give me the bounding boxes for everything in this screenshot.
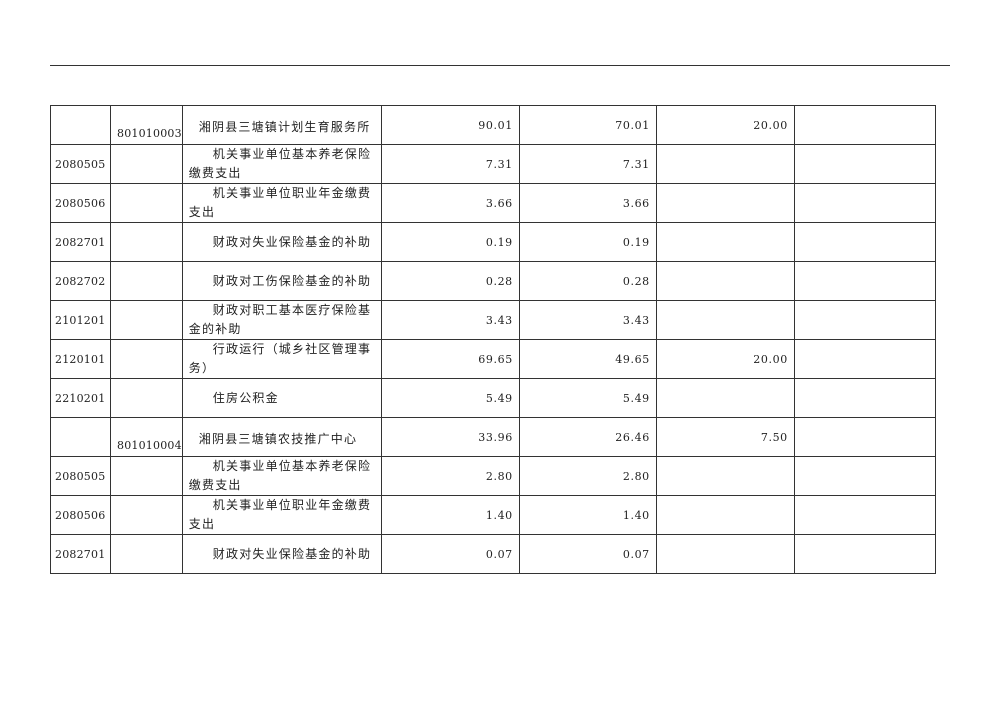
- cell-project-expenditure: [655, 144, 795, 184]
- cell-unit-code: [110, 495, 183, 535]
- cell-other: [793, 417, 936, 457]
- cell-subject-code: 2101201: [50, 300, 111, 340]
- cell-project-expenditure: [655, 261, 795, 301]
- cell-subject-code: 2080506: [50, 183, 111, 223]
- cell-subject-code: 2080506: [50, 495, 111, 535]
- header-rule: [50, 65, 950, 66]
- cell-subject-code: 2082701: [50, 222, 111, 262]
- cell-total: 3.66: [380, 183, 520, 223]
- cell-item-name: 机关事业单位基本养老保险缴费支出: [181, 144, 382, 184]
- cell-basic-expenditure: 5.49: [518, 378, 657, 418]
- cell-project-expenditure: [655, 300, 795, 340]
- table-row: 2082701 财政对失业保险基金的补助 0.19 0.19: [50, 222, 936, 262]
- cell-other: [793, 183, 936, 223]
- table-row: 2082701 财政对失业保险基金的补助 0.07 0.07: [50, 534, 936, 574]
- cell-other: [793, 105, 936, 145]
- table-row: 801010003 湘阴县三塘镇计划生育服务所 90.01 70.01 20.00: [50, 105, 936, 145]
- cell-other: [793, 456, 936, 496]
- table-row: 801010004 湘阴县三塘镇农技推广中心 33.96 26.46 7.50: [50, 417, 936, 457]
- table-row: 2101201 财政对职工基本医疗保险基金的补助 3.43 3.43: [50, 300, 936, 340]
- cell-other: [793, 144, 936, 184]
- cell-total: 7.31: [380, 144, 520, 184]
- cell-project-expenditure: 7.50: [655, 417, 795, 457]
- table-row: 2080506 机关事业单位职业年金缴费支出 1.40 1.40: [50, 495, 936, 535]
- cell-subject-code: [50, 417, 111, 457]
- cell-item-name: 机关事业单位基本养老保险缴费支出: [181, 456, 382, 496]
- cell-project-expenditure: [655, 378, 795, 418]
- table-row: 2210201 住房公积金 5.49 5.49: [50, 378, 936, 418]
- cell-basic-expenditure: 0.07: [518, 534, 657, 574]
- cell-unit-code: 801010004: [110, 417, 183, 457]
- table-row: 2120101 行政运行（城乡社区管理事务） 69.65 49.65 20.00: [50, 339, 936, 379]
- cell-basic-expenditure: 3.43: [518, 300, 657, 340]
- cell-unit-code: [110, 183, 183, 223]
- cell-item-name: 财政对失业保险基金的补助: [181, 222, 382, 262]
- cell-project-expenditure: [655, 456, 795, 496]
- cell-subject-code: 2082701: [50, 534, 111, 574]
- cell-project-expenditure: 20.00: [655, 339, 795, 379]
- cell-total: 1.40: [380, 495, 520, 535]
- cell-other: [793, 222, 936, 262]
- cell-unit-code: 801010003: [110, 105, 183, 145]
- cell-item-name: 湘阴县三塘镇计划生育服务所: [181, 105, 382, 145]
- cell-project-expenditure: [655, 183, 795, 223]
- cell-unit-code: [110, 144, 183, 184]
- cell-other: [793, 261, 936, 301]
- cell-total: 90.01: [380, 105, 520, 145]
- cell-unit-code: [110, 261, 183, 301]
- cell-unit-code: [110, 222, 183, 262]
- cell-project-expenditure: [655, 534, 795, 574]
- cell-basic-expenditure: 2.80: [518, 456, 657, 496]
- cell-unit-code: [110, 378, 183, 418]
- cell-project-expenditure: [655, 495, 795, 535]
- cell-item-name: 财政对工伤保险基金的补助: [181, 261, 382, 301]
- cell-item-name: 机关事业单位职业年金缴费支出: [181, 495, 382, 535]
- cell-basic-expenditure: 0.19: [518, 222, 657, 262]
- cell-other: [793, 534, 936, 574]
- cell-item-name: 财政对职工基本医疗保险基金的补助: [181, 300, 382, 340]
- cell-subject-code: [50, 105, 111, 145]
- table-row: 2080506 机关事业单位职业年金缴费支出 3.66 3.66: [50, 183, 936, 223]
- cell-total: 0.28: [380, 261, 520, 301]
- cell-other: [793, 378, 936, 418]
- cell-total: 33.96: [380, 417, 520, 457]
- cell-basic-expenditure: 49.65: [518, 339, 657, 379]
- cell-project-expenditure: [655, 222, 795, 262]
- cell-item-name: 住房公积金: [181, 378, 382, 418]
- cell-total: 5.49: [380, 378, 520, 418]
- cell-basic-expenditure: 70.01: [518, 105, 657, 145]
- cell-project-expenditure: 20.00: [655, 105, 795, 145]
- cell-unit-code: [110, 339, 183, 379]
- cell-other: [793, 339, 936, 379]
- cell-subject-code: 2210201: [50, 378, 111, 418]
- table-row: 2082702 财政对工伤保险基金的补助 0.28 0.28: [50, 261, 936, 301]
- table-row: 2080505 机关事业单位基本养老保险缴费支出 7.31 7.31: [50, 144, 936, 184]
- cell-basic-expenditure: 3.66: [518, 183, 657, 223]
- cell-subject-code: 2120101: [50, 339, 111, 379]
- cell-basic-expenditure: 0.28: [518, 261, 657, 301]
- cell-total: 0.19: [380, 222, 520, 262]
- cell-basic-expenditure: 7.31: [518, 144, 657, 184]
- cell-basic-expenditure: 1.40: [518, 495, 657, 535]
- cell-unit-code: [110, 534, 183, 574]
- cell-unit-code: [110, 456, 183, 496]
- cell-item-name: 财政对失业保险基金的补助: [181, 534, 382, 574]
- cell-item-name: 机关事业单位职业年金缴费支出: [181, 183, 382, 223]
- cell-basic-expenditure: 26.46: [518, 417, 657, 457]
- cell-total: 2.80: [380, 456, 520, 496]
- budget-table: 801010003 湘阴县三塘镇计划生育服务所 90.01 70.01 20.00 208…: [50, 105, 936, 574]
- cell-item-name: 湘阴县三塘镇农技推广中心: [181, 417, 382, 457]
- cell-subject-code: 2082702: [50, 261, 111, 301]
- cell-subject-code: 2080505: [50, 144, 111, 184]
- cell-unit-code: [110, 300, 183, 340]
- cell-total: 69.65: [380, 339, 520, 379]
- cell-total: 3.43: [380, 300, 520, 340]
- cell-other: [793, 300, 936, 340]
- cell-total: 0.07: [380, 534, 520, 574]
- cell-other: [793, 495, 936, 535]
- table-row: 2080505 机关事业单位基本养老保险缴费支出 2.80 2.80: [50, 456, 936, 496]
- cell-subject-code: 2080505: [50, 456, 111, 496]
- cell-item-name: 行政运行（城乡社区管理事务）: [181, 339, 382, 379]
